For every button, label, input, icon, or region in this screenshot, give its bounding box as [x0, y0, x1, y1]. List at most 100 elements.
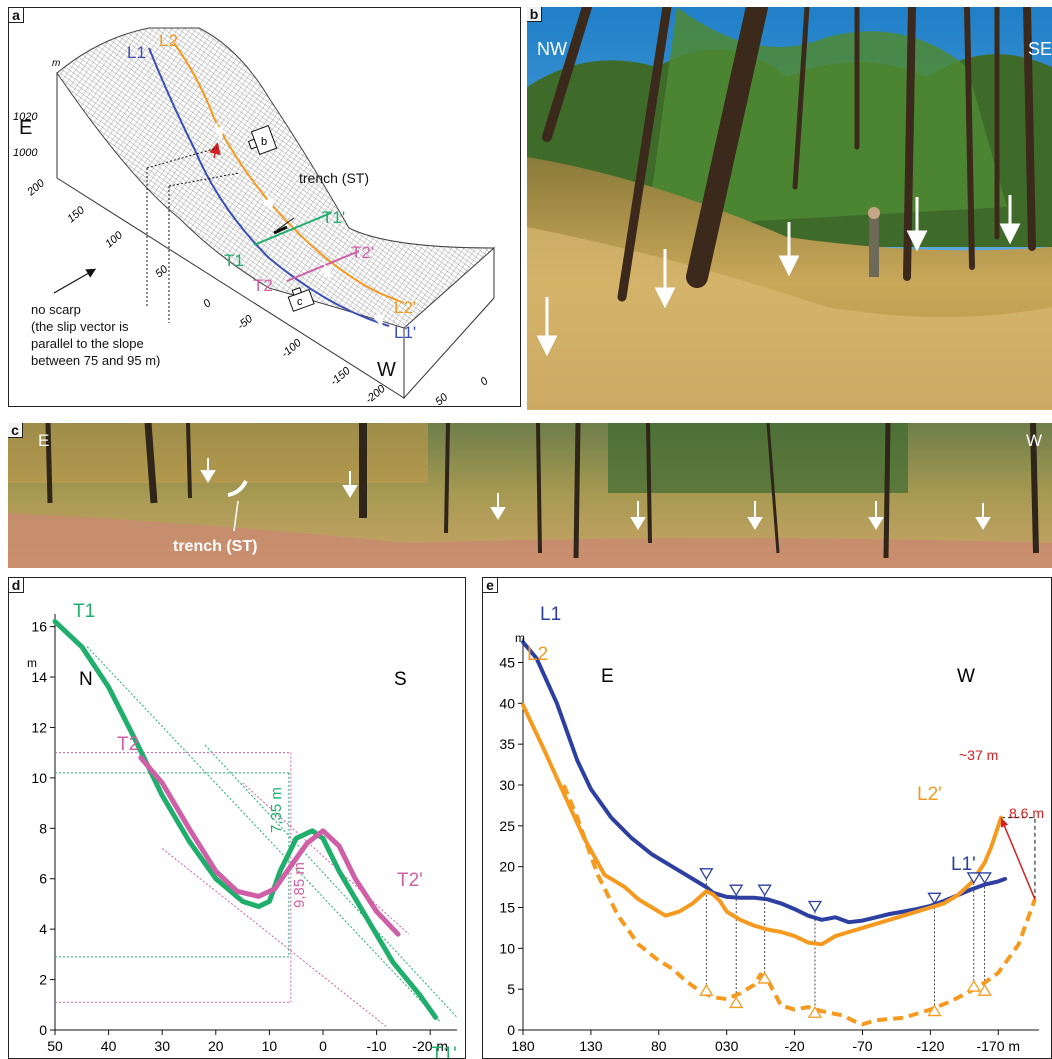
marker-up-triangle — [927, 1004, 942, 1017]
dir-west: W — [957, 666, 975, 687]
dir-west-c: W — [1025, 431, 1042, 450]
profile-chart-t: 0 2 4 6 8 10 12 14 16 50 40 30 20 10 0 -10 -20 m m N S T… — [27, 601, 458, 1059]
y-tick-label: 16 — [31, 619, 47, 635]
forest-photo-b — [527, 7, 1052, 410]
x-tick-label: 40 — [101, 1038, 117, 1054]
y-tick-label: 5 — [507, 981, 515, 997]
label-trench: trench (ST) — [299, 170, 369, 186]
x-tick-label: 0 — [319, 1038, 327, 1054]
x-tick-label: 80 — [651, 1038, 667, 1054]
x-tick: -100 — [279, 336, 304, 360]
label-t1p: T1' — [431, 1044, 457, 1059]
x-tick: 0 — [201, 297, 214, 311]
offset-arrow-head — [1000, 817, 1009, 828]
measure-t1: 7,35 m — [268, 787, 285, 833]
offset-vertical-label: 8.6 m — [1009, 805, 1044, 821]
x-tick-label: 030 — [715, 1038, 739, 1054]
camera-c-label: c — [297, 296, 303, 308]
x-tick: 50 — [153, 263, 171, 281]
label-t2: T2 — [117, 734, 139, 755]
label-l2p: L2' — [917, 784, 942, 805]
label-l2: L2 — [527, 644, 548, 665]
series-line-t2 — [138, 755, 401, 937]
guide-t2-parallel — [242, 782, 410, 935]
marker-down-triangle — [966, 872, 981, 885]
dir-east: E — [601, 666, 614, 687]
series-line-l1 — [521, 640, 1008, 925]
y-tick-label: 2 — [39, 972, 47, 988]
dir-west: W — [377, 359, 396, 381]
dir-east: E — [19, 117, 32, 139]
panel-d: d 0 2 4 6 8 10 12 14 16 50 40 30 20 10 0 -10 -20 m m N S… — [8, 577, 466, 1059]
terrain-surface — [56, 27, 496, 329]
profile-chart-l: 0 5 10 15 20 25 30 35 40 45 180 130 80 030 -20 -70 -120 -… — [499, 604, 1044, 1054]
label-t2p: T2' — [397, 870, 423, 891]
panel-e-label: e — [483, 578, 498, 593]
x-tick-label: -120 — [916, 1038, 944, 1054]
trench-mark — [273, 225, 288, 235]
dir-east-c: E — [38, 431, 50, 450]
label-t1: T1 — [73, 601, 95, 622]
series-line-l2-restored- — [561, 784, 1037, 1027]
x-tick: -150 — [328, 364, 353, 388]
x-tick: 150 — [65, 204, 87, 226]
l2-line — [173, 42, 405, 304]
marker-up-triangle — [807, 1005, 823, 1018]
x-tick: 100 — [103, 229, 125, 251]
marker-up-triangle — [699, 983, 714, 996]
panel-b-photo: b NW SE — [527, 7, 1052, 410]
y-tick-label: 10 — [31, 770, 47, 786]
label-t2: T2 — [253, 276, 273, 295]
x-tick-label: -20 — [784, 1038, 804, 1054]
label-l1: L1 — [540, 604, 561, 625]
panel-c-photo: c E W trench (ST) — [8, 423, 1052, 568]
slip-arrow — [320, 262, 332, 279]
marker-up-triangle — [977, 983, 992, 996]
label-t1p: T1' — [322, 208, 345, 227]
label-l1p: L1' — [951, 854, 976, 875]
y-tick-label: 20 — [499, 859, 515, 875]
forest-photo-c — [8, 423, 1052, 568]
guide-t1-parallel — [204, 744, 458, 1018]
marker-down-triangle — [729, 884, 744, 897]
panel-a-label: a — [9, 8, 24, 23]
y-tick-label: 12 — [31, 719, 47, 735]
dir-southeast: SE — [1027, 39, 1052, 59]
note-line: (the slip vector is — [31, 319, 129, 334]
y-tick-label: 8 — [39, 820, 47, 836]
y-unit: m — [515, 631, 525, 645]
x-tick-label: -10 — [366, 1038, 386, 1054]
y-unit: m — [27, 656, 37, 670]
y-tick-label: 14 — [31, 669, 47, 685]
offset-arrow-line — [1000, 817, 1036, 900]
z-tick-1000: 1000 — [13, 147, 38, 159]
panel-c-label: c — [8, 423, 23, 438]
marker-up-triangle — [729, 996, 744, 1009]
y-tick: 50 — [433, 391, 451, 407]
slip-arrows-b — [536, 195, 1021, 357]
marker-up-triangle — [966, 979, 981, 992]
slip-arrow — [372, 309, 385, 327]
marker-down-triangle — [927, 892, 942, 905]
panel-e: e 0 5 10 15 20 25 30 35 40 45 180 130 80 030 -20 -70 -12… — [482, 577, 1052, 1059]
x-tick-label: 130 — [579, 1038, 603, 1054]
x-tick-label: -20 m — [412, 1038, 448, 1054]
x-tick-label: 10 — [262, 1038, 278, 1054]
camera-b-label: b — [261, 136, 267, 148]
label-l2: L2 — [159, 31, 178, 50]
y-tick-label: 0 — [39, 1022, 47, 1038]
dir-north: N — [79, 669, 93, 690]
label-l2p: L2' — [394, 298, 416, 317]
y-tick-label: 40 — [499, 695, 515, 711]
y-tick-label: 0 — [507, 1022, 515, 1038]
y-tick-label: 30 — [499, 777, 515, 793]
dir-northwest: NW — [537, 39, 567, 59]
y-tick-label: 45 — [499, 655, 515, 671]
slip-arrows-c — [200, 458, 991, 530]
marker-down-triangle — [807, 900, 823, 913]
y-tick-label: 4 — [39, 921, 47, 937]
series-line-t1 — [52, 619, 439, 1020]
label-l1p: L1' — [394, 323, 416, 342]
measure-t2: 9,85 m — [291, 862, 308, 908]
panel-d-label: d — [9, 578, 24, 593]
